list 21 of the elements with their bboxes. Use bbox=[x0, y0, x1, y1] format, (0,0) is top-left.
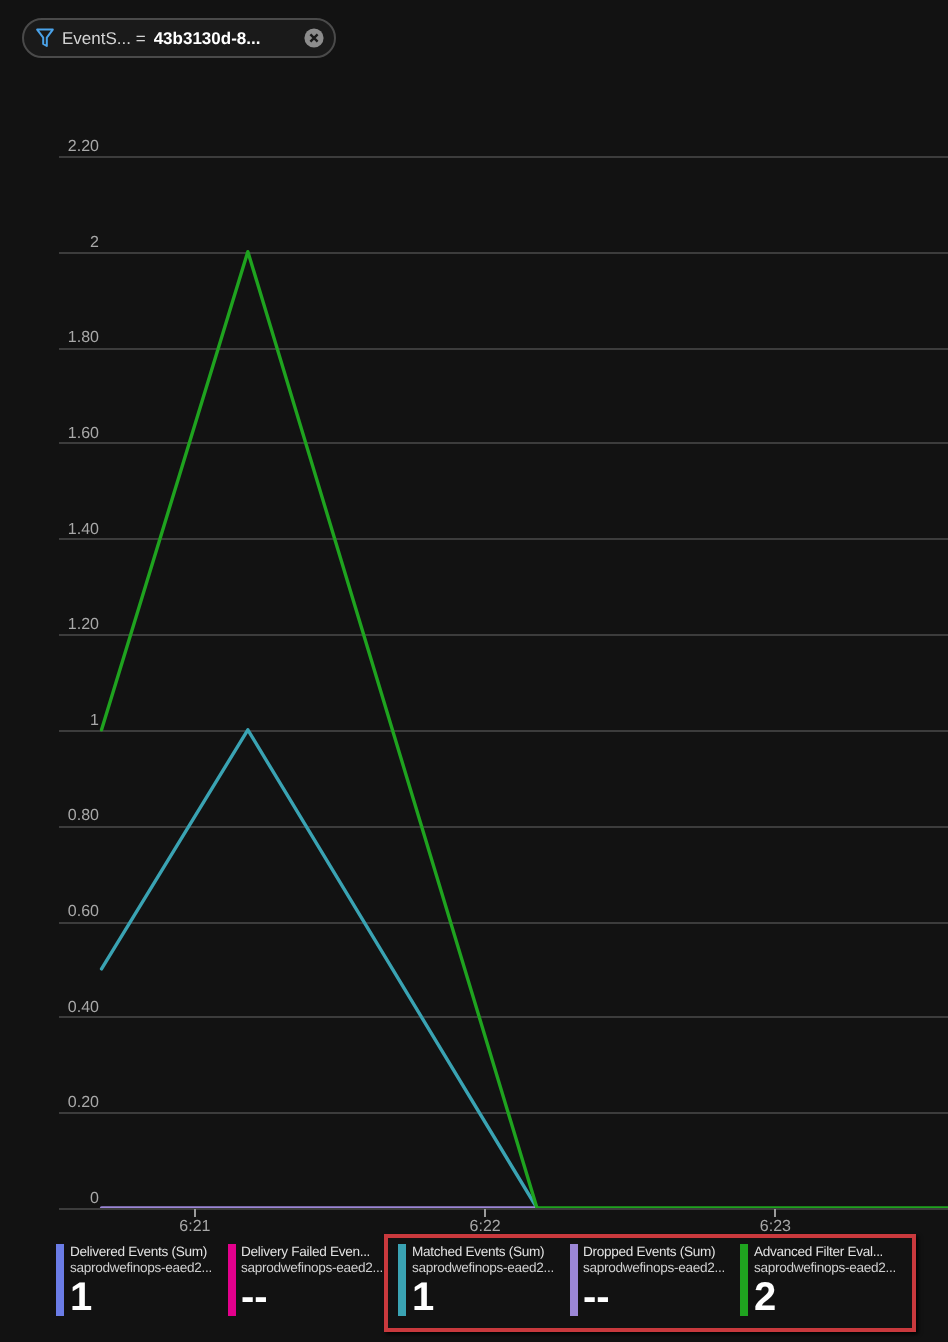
y-tick-label: 0.60 bbox=[67, 902, 101, 921]
y-tick-label: 0 bbox=[90, 1189, 101, 1207]
y-tick-label: 1.20 bbox=[67, 615, 101, 634]
text: 43b3130d-8... bbox=[153, 28, 261, 48]
text: -- bbox=[241, 1276, 268, 1320]
text: 2 bbox=[754, 1276, 777, 1320]
y-tick-label: 2.20 bbox=[67, 137, 101, 155]
text: -- bbox=[583, 1276, 610, 1320]
y-tick-label: 1.80 bbox=[67, 328, 101, 347]
text: 1 bbox=[412, 1276, 435, 1320]
text: EventS... = bbox=[62, 28, 146, 48]
x-tick-label: 6:22 bbox=[469, 1217, 502, 1235]
y-tick-label: 0.20 bbox=[67, 1093, 101, 1112]
x-tick-label: 6:23 bbox=[759, 1217, 793, 1235]
y-tick-label: 1.60 bbox=[67, 423, 101, 442]
y-tick-label: 1 bbox=[90, 710, 101, 729]
y-tick-label: 0.80 bbox=[67, 806, 101, 825]
y-tick-label: 2 bbox=[90, 232, 101, 251]
y-tick-label: 1.40 bbox=[67, 519, 101, 538]
y-tick-label: 0.40 bbox=[67, 997, 101, 1016]
x-tick-label: 6:21 bbox=[179, 1217, 212, 1235]
